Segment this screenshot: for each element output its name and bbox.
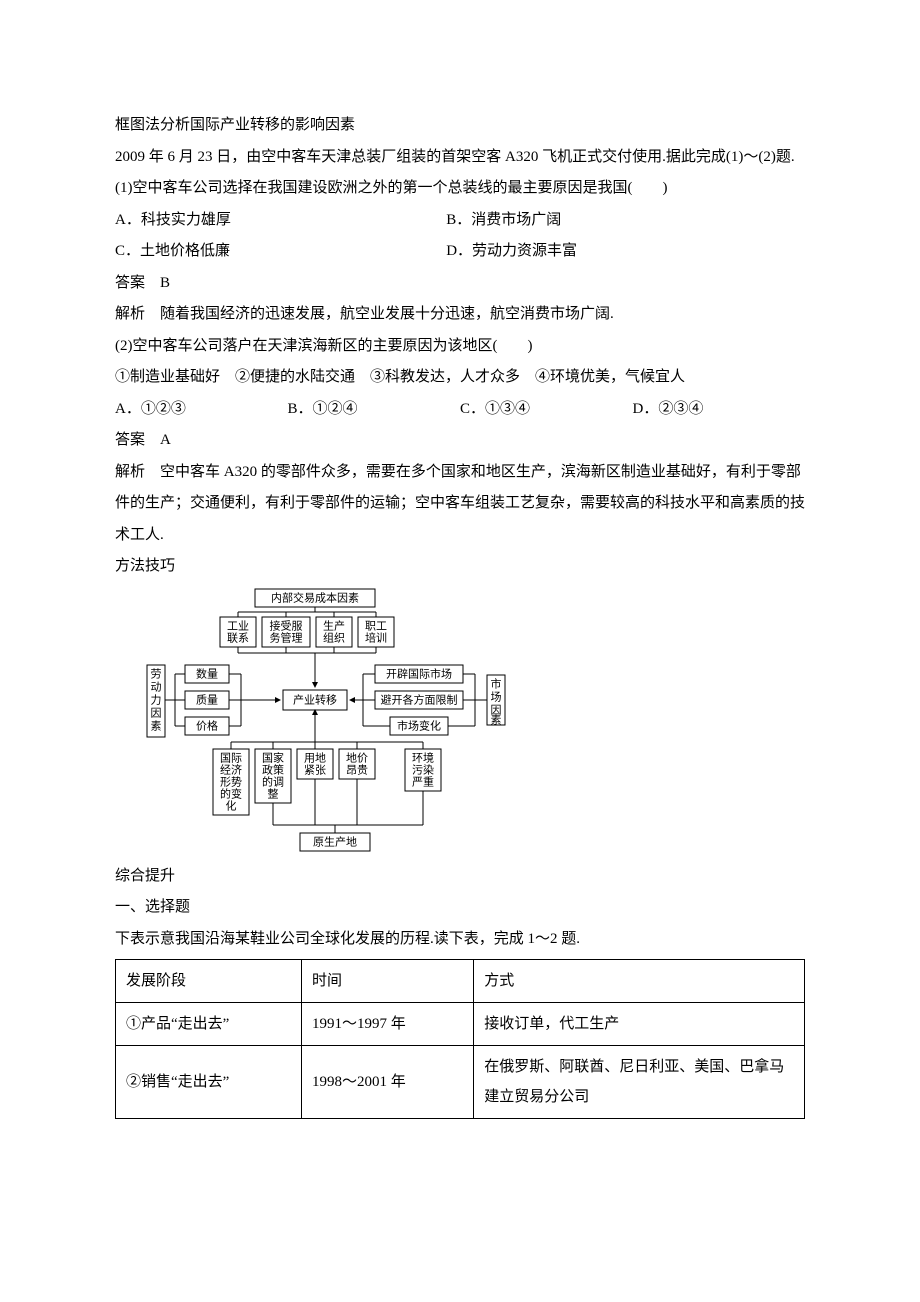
q2-optC: C．①③④ — [460, 394, 633, 426]
q2-explain: 解析 空中客车 A320 的零部件众多，需要在多个国家和地区生产，滨海新区制造业… — [115, 457, 805, 552]
svg-text:地价: 地价 — [346, 751, 368, 764]
d-bottom: 国际 国家 用地 地价 环境 经济 政策 紧张 昂贵 污染 形势 的调 严重 的… — [213, 749, 441, 815]
table-intro: 下表示意我国沿海某鞋业公司全球化发展的历程.读下表，完成 1～2 题. — [115, 924, 805, 956]
td-stage: ①产品“走出去” — [116, 1003, 302, 1046]
td-stage: ②销售“走出去” — [116, 1046, 302, 1119]
section-zongheti: 综合提升 — [115, 861, 805, 893]
q2-optB: B．①②④ — [288, 394, 461, 426]
svg-text:动: 动 — [151, 680, 162, 693]
section-choice: 一、选择题 — [115, 892, 805, 924]
svg-text:力: 力 — [151, 693, 162, 706]
q1-answer: 答案 B — [115, 268, 805, 300]
d-row1: 工业 接受服 生产 职工 联系 务管理 组织 培训 — [220, 617, 394, 647]
svg-text:经济: 经济 — [220, 762, 242, 776]
svg-text:污染: 污染 — [412, 762, 434, 776]
svg-text:市场变化: 市场变化 — [397, 718, 441, 732]
svg-text:环境: 环境 — [412, 750, 434, 764]
q2-options: A．①②③ B．①②④ C．①③④ D．②③④ — [115, 394, 805, 426]
td-time: 1998～2001 年 — [302, 1046, 474, 1119]
svg-text:开辟国际市场: 开辟国际市场 — [386, 666, 452, 680]
svg-text:国际: 国际 — [220, 751, 242, 764]
q1-optA: A．科技实力雄厚 — [115, 205, 446, 237]
doc-title: 框图法分析国际产业转移的影响因素 — [115, 110, 805, 142]
svg-text:价格: 价格 — [196, 718, 218, 732]
svg-text:培训: 培训 — [365, 630, 387, 644]
svg-text:严重: 严重 — [412, 774, 434, 788]
svg-text:质量: 质量 — [196, 693, 218, 706]
th-time: 时间 — [302, 960, 474, 1003]
svg-text:市: 市 — [491, 676, 502, 690]
svg-text:用地: 用地 — [304, 751, 326, 764]
q1-stem: (1)空中客车公司选择在我国建设欧洲之外的第一个总装线的最主要原因是我国( ) — [115, 173, 805, 205]
svg-text:国家: 国家 — [262, 750, 284, 764]
td-time: 1991～1997 年 — [302, 1003, 474, 1046]
svg-text:组织: 组织 — [323, 630, 345, 644]
table-row: 发展阶段 时间 方式 — [116, 960, 805, 1003]
diagram-svg: 内部交易成本因素 工业 接受服 生产 职工 联系 务管理 组织 培训 劳 动 力… — [145, 587, 515, 857]
method-label: 方法技巧 — [115, 551, 805, 583]
svg-text:接受服: 接受服 — [270, 619, 303, 632]
svg-text:职工: 职工 — [365, 619, 387, 632]
dev-table: 发展阶段 时间 方式 ①产品“走出去” 1991～1997 年 接收订单，代工生… — [115, 959, 805, 1119]
svg-text:工业: 工业 — [227, 619, 249, 632]
svg-text:联系: 联系 — [227, 631, 249, 644]
svg-text:数量: 数量 — [196, 667, 218, 680]
svg-text:整: 整 — [268, 786, 279, 800]
svg-text:紧张: 紧张 — [304, 763, 326, 776]
q2-optA: A．①②③ — [115, 394, 288, 426]
svg-text:生产: 生产 — [323, 618, 345, 632]
q2-conds: ①制造业基础好 ②便捷的水陆交通 ③科教发达，人才众多 ④环境优美，气候宜人 — [115, 362, 805, 394]
q2-answer: 答案 A — [115, 425, 805, 457]
industry-transfer-diagram: 内部交易成本因素 工业 接受服 生产 职工 联系 务管理 组织 培训 劳 动 力… — [145, 587, 805, 857]
q2-stem: (2)空中客车公司落户在天津滨海新区的主要原因为该地区( ) — [115, 331, 805, 363]
svg-text:产业转移: 产业转移 — [293, 692, 337, 706]
svg-text:劳: 劳 — [151, 667, 162, 680]
svg-text:素: 素 — [151, 719, 162, 732]
table-row: ②销售“走出去” 1998～2001 年 在俄罗斯、阿联酋、尼日利亚、美国、巴拿… — [116, 1046, 805, 1119]
svg-text:避开各方面限制: 避开各方面限制 — [381, 692, 458, 706]
q2-optD: D．②③④ — [633, 394, 806, 426]
d-topbox: 内部交易成本因素 — [271, 590, 359, 604]
svg-text:原生产地: 原生产地 — [313, 834, 357, 848]
th-stage: 发展阶段 — [116, 960, 302, 1003]
th-method: 方式 — [474, 960, 805, 1003]
td-method: 接收订单，代工生产 — [474, 1003, 805, 1046]
svg-text:因: 因 — [151, 706, 162, 719]
q1-options-ab: A．科技实力雄厚 B．消费市场广阔 — [115, 205, 805, 237]
svg-text:素: 素 — [491, 713, 502, 726]
q1-optD: D．劳动力资源丰富 — [446, 236, 805, 268]
svg-text:的调: 的调 — [262, 774, 284, 788]
td-method: 在俄罗斯、阿联酋、尼日利亚、美国、巴拿马建立贸易分公司 — [474, 1046, 805, 1119]
svg-text:务管理: 务管理 — [270, 630, 303, 644]
intro-text: 2009 年 6 月 23 日，由空中客车天津总装厂组装的首架空客 A320 飞… — [115, 142, 805, 174]
q1-options-cd: C．土地价格低廉 D．劳动力资源丰富 — [115, 236, 805, 268]
q1-optC: C．土地价格低廉 — [115, 236, 446, 268]
svg-text:政策: 政策 — [262, 762, 284, 776]
q1-explain: 解析 随着我国经济的迅速发展，航空业发展十分迅速，航空消费市场广阔. — [115, 299, 805, 331]
svg-text:形势: 形势 — [220, 775, 242, 788]
svg-text:化: 化 — [226, 798, 237, 812]
svg-text:场: 场 — [491, 689, 502, 703]
svg-text:昂贵: 昂贵 — [346, 763, 368, 776]
q1-optB: B．消费市场广阔 — [446, 205, 805, 237]
table-row: ①产品“走出去” 1991～1997 年 接收订单，代工生产 — [116, 1003, 805, 1046]
svg-text:的变: 的变 — [220, 786, 242, 800]
